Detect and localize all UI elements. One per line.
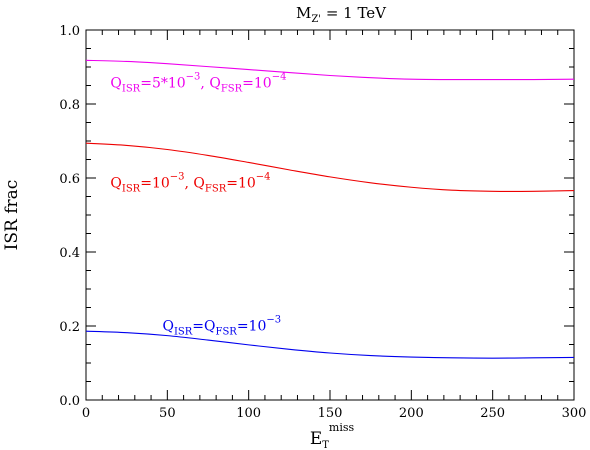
series-label-part: =10 bbox=[237, 318, 267, 334]
title-rest: = 1 TeV bbox=[321, 4, 387, 22]
series-label-part: FSR bbox=[216, 326, 238, 337]
series-label-part: ISR bbox=[122, 83, 141, 94]
x-tick-label: 150 bbox=[318, 406, 343, 421]
y-tick-label: 0.4 bbox=[59, 246, 80, 261]
y-tick-label: 0.0 bbox=[59, 394, 80, 409]
x-axis-label-superscript: miss bbox=[329, 421, 355, 434]
y-tick-label: 0.8 bbox=[59, 98, 80, 113]
series-label-part: −3 bbox=[186, 71, 201, 82]
series-label-part: =5*10 bbox=[140, 75, 185, 91]
series-label-part: ISR bbox=[174, 326, 193, 337]
x-axis-label: ETmiss bbox=[310, 421, 355, 450]
series-label-part: −3 bbox=[266, 314, 281, 325]
series-label-part: =10 bbox=[226, 175, 256, 191]
y-axis-label: ISR frac bbox=[2, 180, 22, 251]
series-label-part: −4 bbox=[272, 71, 287, 82]
y-tick-label: 1.0 bbox=[59, 24, 80, 39]
series-label-part: =10 bbox=[140, 175, 170, 191]
x-tick-label: 50 bbox=[159, 406, 176, 421]
series-label-part: Q bbox=[110, 75, 121, 91]
series-label-part: Q bbox=[110, 175, 121, 191]
series-line-1 bbox=[85, 59, 575, 81]
series-label-part: FSR bbox=[205, 183, 227, 194]
x-tick-label: 200 bbox=[399, 406, 424, 421]
plot-area: 0 50 100 150 200 250 3000.00.20.40.60.81.0QISR… bbox=[59, 24, 586, 421]
title-main: M bbox=[296, 4, 311, 22]
x-tick-label: 0 bbox=[82, 406, 90, 421]
series-label-part: Q bbox=[162, 318, 173, 334]
y-tick-label: 0.2 bbox=[59, 320, 80, 335]
series-label-3: QISR=QFSR=10−3 bbox=[162, 314, 281, 337]
x-tick-label: 300 bbox=[562, 406, 587, 421]
x-axis-label-subscript: T bbox=[322, 440, 329, 450]
series-label-part: =10 bbox=[242, 75, 272, 91]
series-label-part: =Q bbox=[192, 318, 215, 334]
series-label-part: −4 bbox=[256, 171, 271, 182]
title-subscript: Z' bbox=[311, 14, 321, 25]
y-tick-label: 0.6 bbox=[59, 172, 80, 187]
series-label-2: QISR=10−3, QFSR=10−4 bbox=[110, 171, 270, 194]
series-label-1: QISR=5*10−3, QFSR=10−4 bbox=[110, 71, 286, 94]
x-tick-label: 250 bbox=[480, 406, 505, 421]
series-label-part: , Q bbox=[185, 175, 205, 191]
chart-title: MZ' = 1 TeV bbox=[296, 4, 387, 25]
x-axis-label-main: E bbox=[310, 429, 322, 449]
series-label-part: −3 bbox=[170, 171, 185, 182]
series-label-part: FSR bbox=[221, 83, 243, 94]
series-label-part: ISR bbox=[122, 183, 141, 194]
series-line-2 bbox=[85, 142, 575, 192]
x-tick-label: 100 bbox=[236, 406, 261, 421]
series-line-3 bbox=[85, 330, 575, 359]
series-label-part: , Q bbox=[200, 75, 220, 91]
